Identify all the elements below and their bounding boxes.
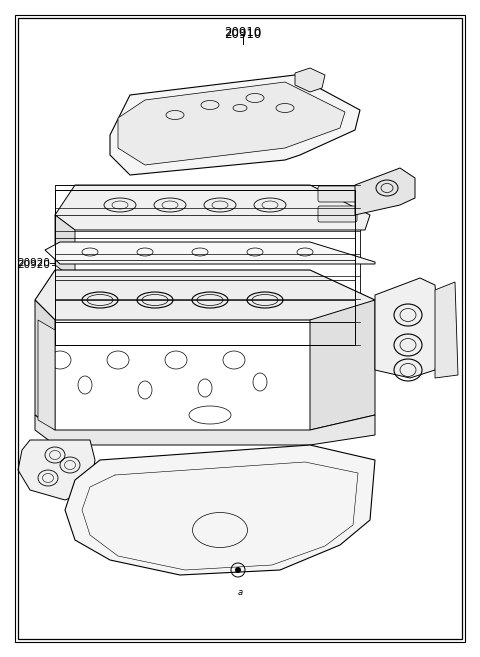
Polygon shape [310, 300, 375, 430]
Polygon shape [355, 168, 415, 215]
Polygon shape [35, 415, 375, 445]
Polygon shape [18, 440, 95, 500]
Polygon shape [35, 270, 375, 320]
Polygon shape [38, 320, 55, 430]
Polygon shape [435, 282, 458, 378]
Circle shape [74, 484, 82, 491]
Bar [55, 185, 360, 345]
Circle shape [235, 567, 241, 573]
Polygon shape [65, 445, 375, 575]
Polygon shape [375, 278, 440, 378]
Polygon shape [55, 215, 75, 280]
FancyBboxPatch shape [318, 186, 357, 202]
Text: 20910: 20910 [224, 28, 262, 41]
Polygon shape [110, 75, 360, 175]
Polygon shape [295, 68, 325, 92]
Bar [55, 190, 355, 345]
Text: 20920: 20920 [17, 258, 50, 268]
Text: 20920: 20920 [17, 260, 50, 270]
Polygon shape [45, 242, 375, 264]
Text: 20910: 20910 [224, 26, 262, 39]
Text: a: a [238, 588, 242, 597]
Polygon shape [35, 300, 55, 430]
Polygon shape [55, 185, 370, 230]
Polygon shape [118, 82, 345, 165]
FancyBboxPatch shape [318, 206, 357, 222]
